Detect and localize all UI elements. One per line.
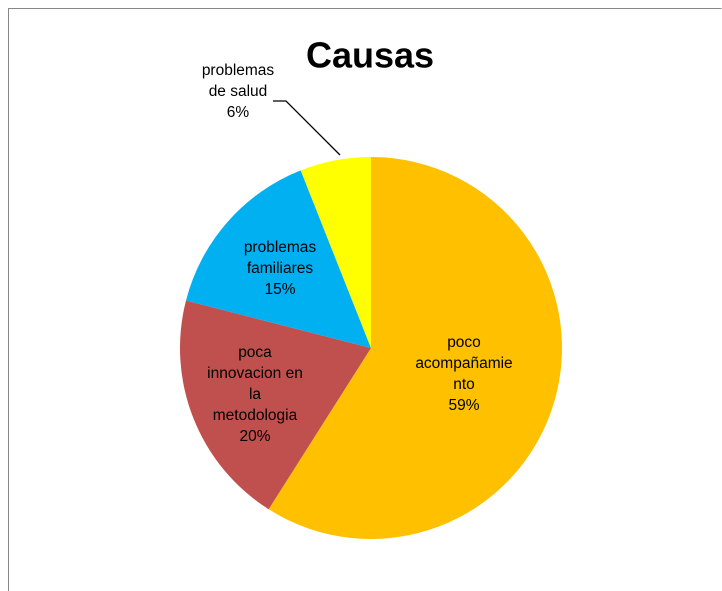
- pie-slice: [268, 157, 562, 539]
- category-label: poca innovacion en la metodologia: [207, 344, 303, 424]
- value-label: 15%: [264, 281, 296, 298]
- leader-line: [273, 100, 341, 156]
- slice-label: problemas de salud 6%: [168, 60, 308, 123]
- slice-label: poco acompañamie nto 59%: [394, 332, 534, 416]
- slice-label: poca innovacion en la metodologia 20%: [185, 342, 325, 447]
- pie-slice: [186, 170, 371, 348]
- category-label: problemas familiares: [243, 239, 317, 277]
- category-label: problemas de salud: [201, 62, 275, 100]
- pie-slice: [179, 300, 371, 510]
- value-label: 20%: [239, 428, 271, 445]
- value-label: 59%: [448, 397, 480, 414]
- frame: [8, 8, 722, 591]
- value-label: 6%: [226, 104, 250, 121]
- slice-label: problemas familiares 15%: [210, 237, 350, 300]
- pie-slice: [300, 157, 371, 348]
- category-label: poco acompañamie nto: [415, 334, 513, 393]
- chart-title: Causas: [306, 35, 434, 76]
